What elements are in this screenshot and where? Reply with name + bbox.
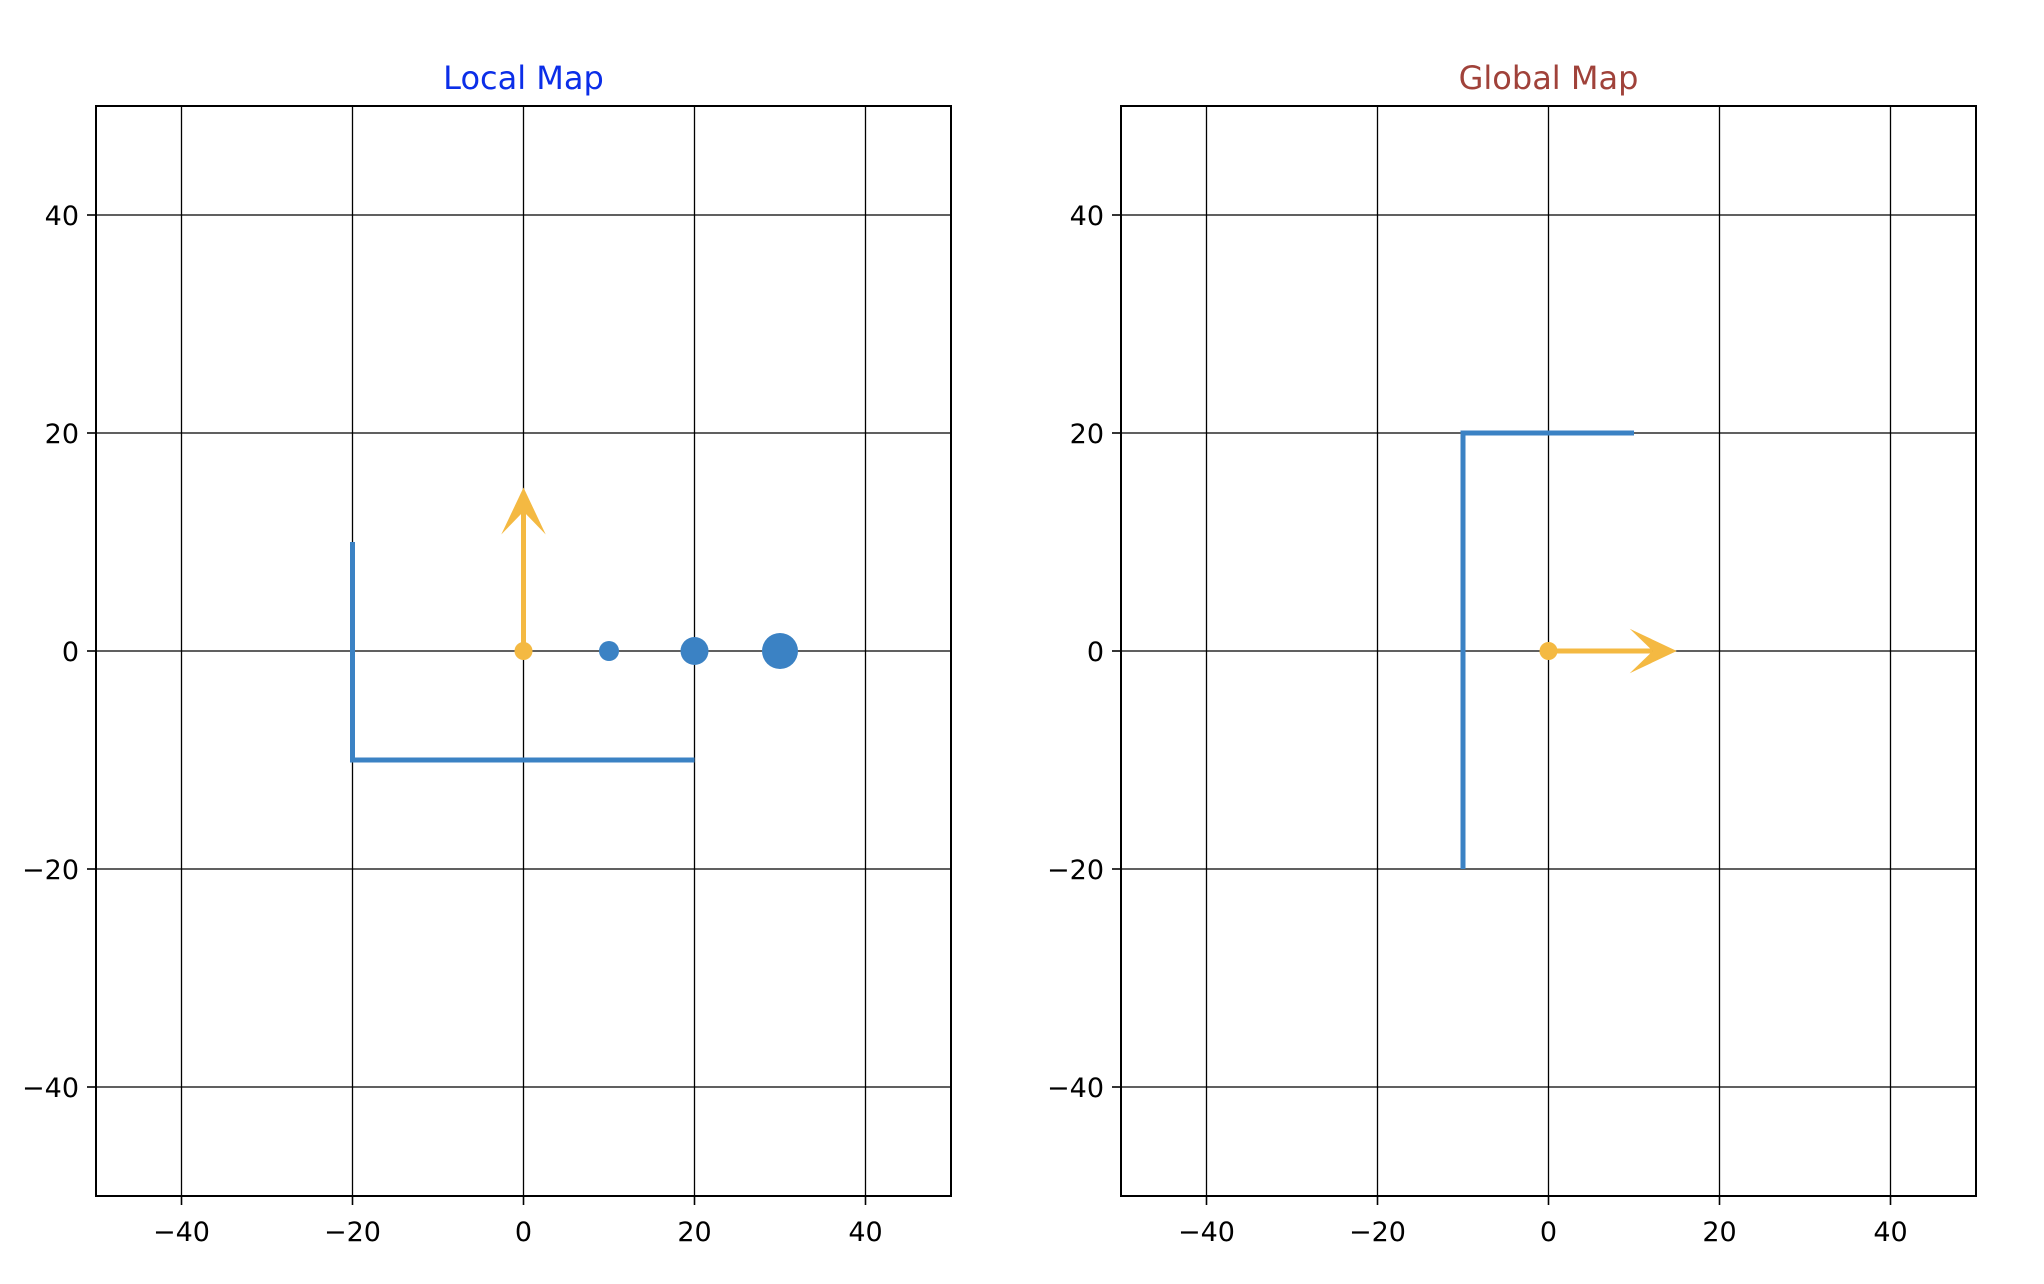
data-point — [762, 633, 798, 669]
data-point — [680, 637, 709, 665]
y-tick-label: 40 — [1070, 201, 1104, 232]
x-tick-label: −20 — [1349, 1217, 1406, 1248]
x-tick-label: 40 — [1873, 1217, 1907, 1248]
heading-arrow-head — [501, 487, 546, 535]
chart-title: Local Map — [443, 59, 604, 97]
y-tick-label: 20 — [1070, 419, 1104, 450]
x-tick-label: −40 — [153, 1217, 210, 1248]
plot-frame — [95, 105, 952, 1197]
heading-arrow-head — [1629, 628, 1677, 674]
y-tick-label: 0 — [62, 637, 79, 668]
y-tick-label: −20 — [1047, 855, 1104, 886]
local-map-panel: −40 −20 0 20 40 −40 −20 0 20 40 Local Map — [22, 59, 952, 1248]
y-tick-label: 40 — [45, 201, 79, 232]
wall-line — [1460, 430, 1634, 869]
y-tick-label: 20 — [45, 419, 79, 450]
x-tick-label: 0 — [1540, 1217, 1557, 1248]
x-tick-label: 20 — [677, 1217, 711, 1248]
x-tick-label: 20 — [1702, 1217, 1736, 1248]
wall-line — [350, 542, 695, 763]
global-map-panel: −40 −20 0 20 40 −40 −20 0 20 40 Global Map — [1047, 59, 1977, 1248]
data-point — [599, 641, 619, 661]
origin-point — [514, 642, 533, 660]
chart-title: Global Map — [1459, 59, 1639, 97]
y-tick-label: −40 — [1047, 1073, 1104, 1104]
y-tick-label: −20 — [22, 855, 79, 886]
y-tick-label: 0 — [1087, 637, 1104, 668]
y-tick-label: −40 — [22, 1073, 79, 1104]
origin-point — [1539, 642, 1558, 660]
x-tick-label: −40 — [1178, 1217, 1235, 1248]
x-tick-label: −20 — [324, 1217, 381, 1248]
plot-frame — [1120, 105, 1977, 1197]
x-tick-label: 40 — [848, 1217, 882, 1248]
x-tick-label: 0 — [515, 1217, 532, 1248]
